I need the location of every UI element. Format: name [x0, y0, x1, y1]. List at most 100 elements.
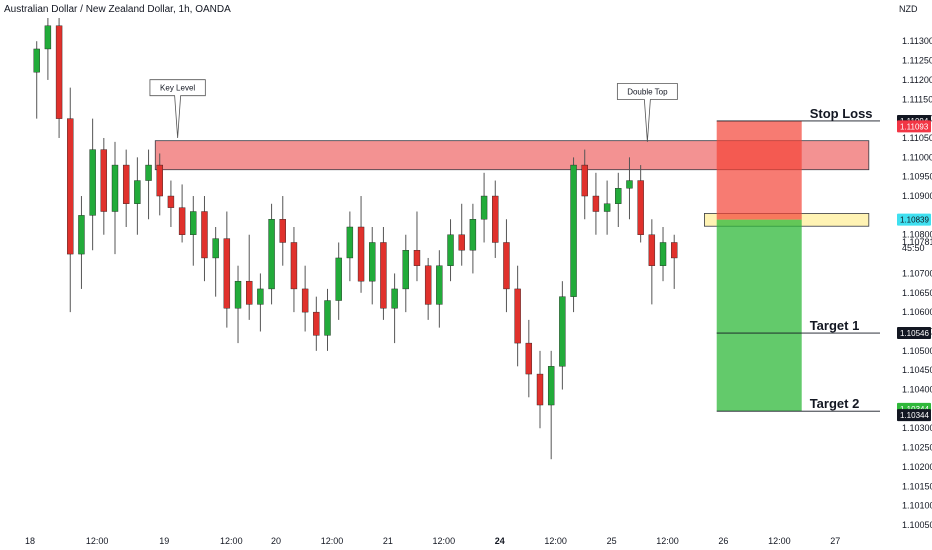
candle-body — [592, 195, 600, 212]
level-label: Stop Loss — [810, 106, 873, 121]
price-badge-label: 1.10344 — [900, 411, 929, 420]
price-side-label: 1.10781 — [902, 237, 932, 247]
candle-body — [671, 242, 678, 259]
price-badge — [897, 409, 931, 422]
price-badge-label: 1.11093 — [900, 122, 929, 131]
candle-body — [357, 226, 365, 282]
stop-loss-area — [716, 120, 802, 220]
candle-body — [346, 226, 354, 259]
candle-body — [469, 219, 477, 251]
price-tick-label: 1.10900 — [902, 191, 932, 201]
candle-body — [301, 288, 309, 313]
target-area — [716, 219, 802, 412]
time-tick-label: 25 — [607, 536, 617, 546]
candle-body — [547, 366, 555, 406]
price-tick-label: 1.11200 — [902, 75, 932, 85]
candle-body — [290, 242, 298, 290]
currency-label: NZD — [899, 4, 918, 14]
candle-body — [615, 188, 622, 204]
candle-body — [570, 164, 577, 297]
price-side-label: 45:50 — [902, 243, 925, 253]
price-tick-label: 1.10100 — [902, 501, 932, 511]
candle-body — [458, 234, 465, 251]
candle-body — [581, 164, 588, 197]
candle-body — [536, 373, 544, 406]
candle-body — [559, 296, 566, 367]
time-tick-label: 26 — [718, 536, 728, 546]
candle-body — [257, 288, 264, 305]
level-label: Target 1 — [810, 318, 860, 333]
price-tick-label: 1.11050 — [902, 133, 932, 143]
time-tick-label: 12:00 — [220, 536, 243, 546]
annotations-layer: Key Level Double Top — [149, 79, 678, 142]
callout-label: Double Top — [627, 88, 668, 97]
candle-body — [44, 25, 52, 50]
candle-body — [100, 149, 108, 212]
candle-body — [167, 195, 175, 208]
price-tick-label: 1.10050 — [902, 520, 932, 530]
trade-position-layer: Stop Loss Target 1 Target 2 — [716, 106, 880, 412]
price-tick-label: 1.10700 — [902, 268, 932, 278]
price-tick-label: 1.10650 — [902, 288, 932, 298]
candle-body — [89, 149, 96, 216]
candle-body — [492, 195, 499, 243]
chart-title: Australian Dollar / New Zealand Dollar, … — [4, 4, 231, 15]
time-tick-label: 20 — [271, 536, 281, 546]
time-tick-label: 12:00 — [544, 536, 567, 546]
candle-body — [324, 300, 331, 336]
price-tick-label: 1.10150 — [902, 481, 932, 491]
candle-body — [480, 195, 488, 220]
candle-body — [223, 238, 231, 309]
time-tick-label: 12:00 — [768, 536, 791, 546]
candle-body — [503, 242, 510, 290]
candle-body — [156, 164, 163, 197]
candles-layer — [33, 18, 678, 460]
candle-body — [648, 234, 656, 266]
time-tick-label: 21 — [383, 536, 393, 546]
price-tick-label: 1.10800 — [902, 230, 932, 240]
price-tick-label: 1.11000 — [902, 152, 932, 162]
candle-body — [246, 280, 253, 305]
candle-body — [369, 242, 376, 282]
price-tick-label: 1.11250 — [902, 56, 932, 66]
candle-body — [447, 234, 454, 266]
price-tick-label: 1.10250 — [902, 443, 932, 453]
time-tick-label: 12:00 — [321, 536, 344, 546]
candle-body — [525, 342, 533, 375]
level-label: Target 2 — [810, 396, 860, 411]
time-tick-label: 12:00 — [433, 536, 456, 546]
candle-body — [145, 164, 152, 181]
candle-body — [424, 265, 432, 305]
candle-body — [380, 242, 387, 309]
time-tick-label: 12:00 — [656, 536, 679, 546]
candle-body — [514, 288, 521, 344]
candle-body — [201, 211, 208, 259]
candle-body — [279, 219, 286, 243]
price-tick-label: 1.10200 — [902, 462, 932, 472]
candle-body — [402, 250, 409, 290]
price-badge — [897, 120, 931, 133]
price-badge — [897, 213, 931, 226]
price-tick-label: 1.10500 — [902, 346, 932, 356]
candle-body — [391, 288, 398, 309]
time-tick-label: 24 — [495, 536, 505, 546]
candle-body — [234, 280, 242, 309]
candle-body — [313, 311, 320, 336]
candle-body — [436, 265, 443, 305]
price-tick-label: 1.10300 — [902, 423, 932, 433]
time-tick-label: 12:00 — [86, 536, 109, 546]
price-tick-label: 1.10400 — [902, 385, 932, 395]
candle-body — [659, 242, 667, 266]
candle-body — [190, 211, 197, 235]
candle-body — [122, 164, 130, 204]
price-tick-label: 1.10600 — [902, 307, 932, 317]
price-tick-label: 1.11150 — [902, 94, 932, 104]
candle-body — [626, 180, 633, 189]
candle-body — [268, 219, 275, 290]
price-badge-label: 1.10546 — [900, 329, 929, 338]
time-axis: 18 12:00 19 12:00 20 12:00 21 12:00 24 12:00 25 12:… — [25, 536, 840, 546]
candle-body — [335, 257, 342, 301]
time-tick-label: 19 — [159, 536, 169, 546]
price-badge — [897, 327, 931, 340]
